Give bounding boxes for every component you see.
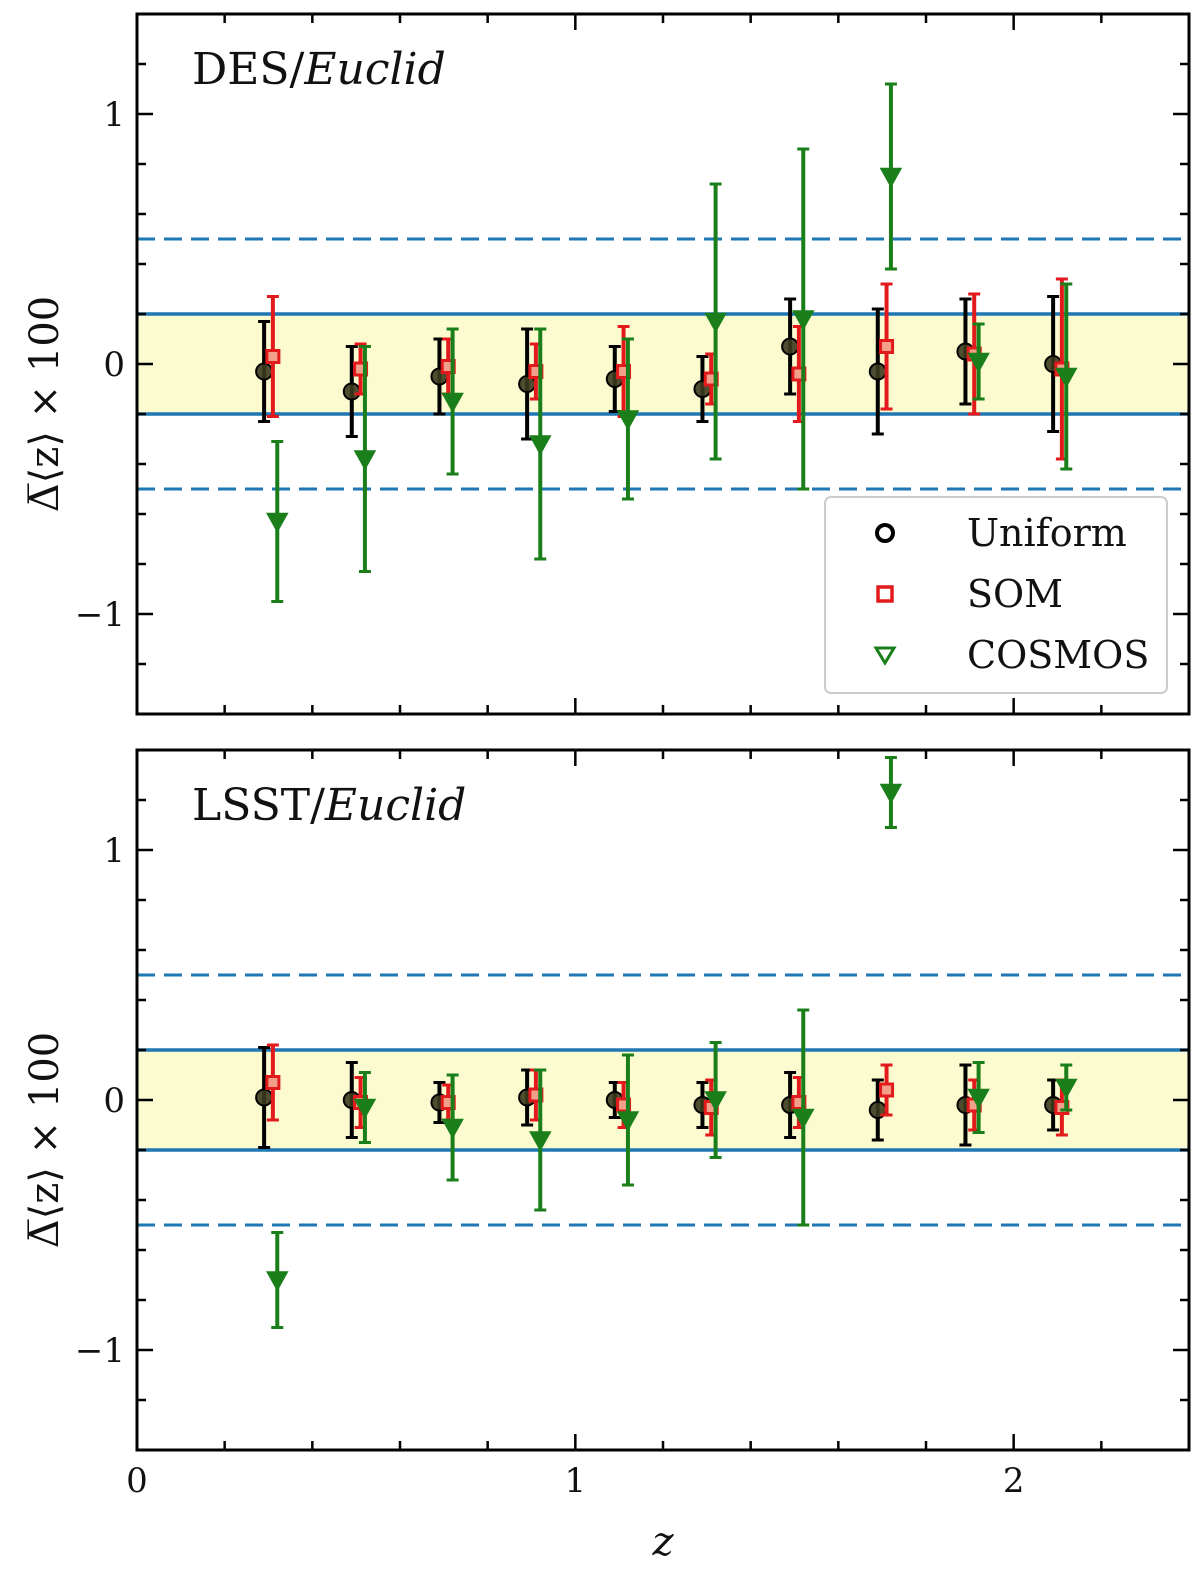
legend-label-som: SOM [967,572,1063,616]
cosmos-point [265,1271,289,1292]
cosmos-point [353,1098,377,1120]
plot-area [137,756,1189,1329]
cosmos-point [967,1088,990,1110]
cosmos-point [1054,1078,1078,1100]
panel-title-survey: LSST/ [192,780,325,831]
x-axis-label-group: z [651,1519,674,1565]
cosmos-point [967,352,990,374]
axis-ticks [135,12,1191,716]
cosmos-point [616,1111,640,1132]
y-tick-label: 0 [103,1081,125,1121]
cosmos-point [704,1091,727,1112]
y-tick-label: 1 [103,95,125,135]
series-cosmos [265,756,1078,1329]
cosmos-point [791,1108,815,1130]
series-cosmos [265,82,1078,603]
uniform-point [781,337,800,356]
panel-title-euclid: Euclid [303,44,445,95]
series-uniform [255,1046,1063,1149]
y-axis-label: Δ̅⟨z⟩ × 100 [22,1032,68,1248]
cosmos-point [441,392,464,414]
legend-som-marker [876,585,894,603]
x-axis-label: z [651,1519,674,1565]
panel-title: LSST/Euclid [192,780,466,831]
uniform-point [342,382,361,401]
cosmos-point [616,410,640,431]
som-point [879,339,895,354]
cosmos-point [528,435,552,456]
axis-ticks [135,748,1191,1452]
panel-title: DES/Euclid [192,44,446,95]
cosmos-point [441,1118,464,1140]
plot-area [137,82,1189,603]
y-axis-label: Δ̅⟨z⟩ × 100 [22,296,68,512]
cosmos-point [528,1131,552,1152]
y-tick-label: 1 [103,831,125,871]
y-tick-label: 0 [103,345,125,385]
x-tick-label: 2 [1003,1461,1025,1501]
legend: Uniform SOM COSMOS [824,496,1168,694]
x-tick-label: 1 [565,1461,587,1501]
panel-title-euclid: Euclid [324,780,466,831]
y-tick-label: −1 [75,595,125,635]
legend-label-cosmos: COSMOS [967,633,1149,677]
uniform-point [868,362,887,381]
cosmos-point [1054,367,1078,389]
cosmos-point [879,167,903,189]
cosmos-point [265,512,289,534]
bottom-panel-lsst-euclid: −1 0 1 0 1 2 LSST/Euclid Δ̅⟨z⟩ × 100 [22,748,1191,1501]
y-tick-label: −1 [75,1331,125,1371]
legend-uniform-marker [875,523,895,543]
som-point [265,349,281,364]
uniform-point [255,1088,274,1107]
legend-cosmos-marker [873,646,897,666]
tolerance-band [137,1050,1189,1150]
som-point [265,1075,281,1090]
legend-box [824,496,1168,694]
panel-title-survey: DES/ [192,44,305,95]
som-point [879,1082,895,1098]
tolerance-band [137,314,1189,414]
cosmos-point [879,783,903,805]
cosmos-point [353,450,377,471]
legend-label-uniform: Uniform [967,511,1127,555]
cosmos-point [704,312,727,334]
cosmos-point [791,310,815,331]
uniform-point [255,362,274,381]
x-tick-label: 0 [126,1461,148,1501]
top-panel-des-euclid: −1 0 1 DES/Euclid Δ̅⟨z⟩ × 100 Uniform SOM COSMO… [22,12,1191,716]
